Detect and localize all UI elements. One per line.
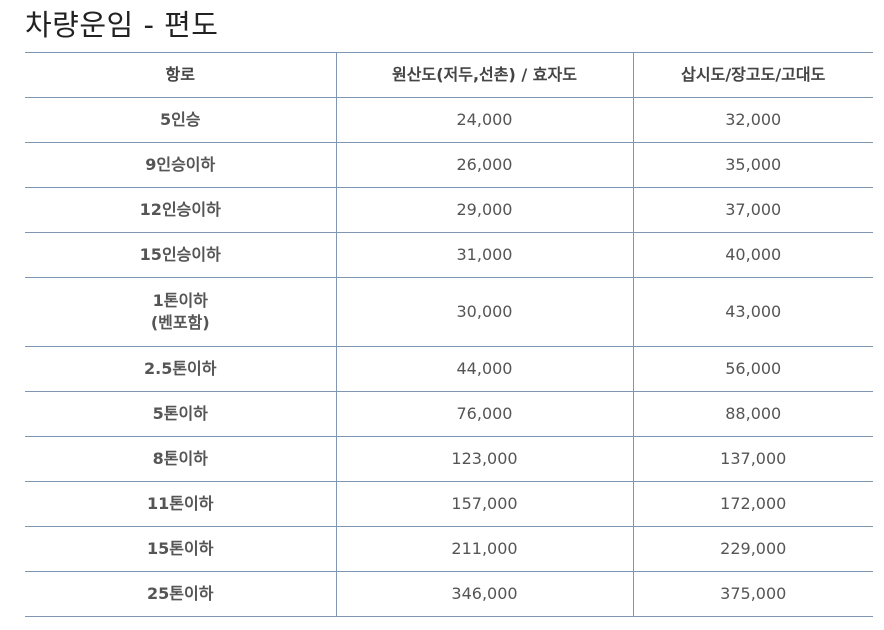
route-label: 1톤이하	[152, 291, 208, 310]
table-row: 25톤이하 346,000 375,000	[25, 571, 873, 617]
route-cell: 25톤이하	[25, 571, 336, 617]
route-label: 15인승이하	[139, 245, 221, 264]
table-row: 1톤이하 (벤포함) 30,000 43,000	[25, 277, 873, 347]
route-label: 5톤이하	[152, 404, 208, 423]
fare-sapsido-janggodo-godaedo: 37,000	[632, 187, 873, 233]
fare-sapsido-janggodo-godaedo: 137,000	[632, 436, 873, 482]
fare-wonsando-hyojado: 31,000	[335, 232, 633, 278]
page-title: 차량운임 - 편도	[25, 8, 219, 42]
route-cell: 5톤이하	[25, 391, 336, 437]
fare-sapsido-janggodo-godaedo: 40,000	[632, 232, 873, 278]
fare-wonsando-hyojado: 24,000	[335, 97, 633, 143]
route-label: 12인승이하	[139, 200, 221, 219]
route-label: 5인승	[159, 110, 201, 129]
header-sapsido-janggodo-godaedo: 삽시도/장고도/고대도	[632, 52, 873, 98]
fare-sapsido-janggodo-godaedo: 375,000	[632, 571, 873, 617]
fare-wonsando-hyojado: 346,000	[335, 571, 633, 617]
fare-sapsido-janggodo-godaedo: 172,000	[632, 481, 873, 527]
table-row: 8톤이하 123,000 137,000	[25, 436, 873, 482]
route-cell: 1톤이하 (벤포함)	[25, 277, 336, 347]
route-cell: 2.5톤이하	[25, 346, 336, 392]
table-row: 2.5톤이하 44,000 56,000	[25, 346, 873, 392]
fare-wonsando-hyojado: 157,000	[335, 481, 633, 527]
fare-sapsido-janggodo-godaedo: 43,000	[632, 277, 873, 347]
route-label: 11톤이하	[147, 494, 214, 513]
table-row: 5인승 24,000 32,000	[25, 97, 873, 143]
route-cell: 9인승이하	[25, 142, 336, 188]
fare-wonsando-hyojado: 26,000	[335, 142, 633, 188]
route-cell: 11톤이하	[25, 481, 336, 527]
header-route: 항로	[25, 52, 336, 98]
route-label: (벤포함)	[150, 313, 210, 332]
header-wonsando-hyojado: 원산도(저두,선촌) / 효자도	[335, 52, 633, 98]
vehicle-fare-table: 항로 원산도(저두,선촌) / 효자도 삽시도/장고도/고대도 5인승 24,00…	[25, 52, 873, 617]
table-row: 15톤이하 211,000 229,000	[25, 526, 873, 572]
route-cell: 12인승이하	[25, 187, 336, 233]
table-row: 9인승이하 26,000 35,000	[25, 142, 873, 188]
table-row: 15인승이하 31,000 40,000	[25, 232, 873, 278]
fare-wonsando-hyojado: 123,000	[335, 436, 633, 482]
table-body: 5인승 24,000 32,000 9인승이하 26,000 35,000 12인승이하 29…	[25, 97, 873, 617]
fare-sapsido-janggodo-godaedo: 32,000	[632, 97, 873, 143]
table-header-row: 항로 원산도(저두,선촌) / 효자도 삽시도/장고도/고대도	[25, 52, 873, 98]
table-row: 5톤이하 76,000 88,000	[25, 391, 873, 437]
fare-sapsido-janggodo-godaedo: 35,000	[632, 142, 873, 188]
fare-wonsando-hyojado: 30,000	[335, 277, 633, 347]
table-row: 11톤이하 157,000 172,000	[25, 481, 873, 527]
route-label: 25톤이하	[147, 584, 214, 603]
route-cell: 8톤이하	[25, 436, 336, 482]
fare-wonsando-hyojado: 211,000	[335, 526, 633, 572]
route-label: 8톤이하	[152, 449, 208, 468]
route-cell: 5인승	[25, 97, 336, 143]
fare-sapsido-janggodo-godaedo: 88,000	[632, 391, 873, 437]
route-label: 2.5톤이하	[143, 359, 217, 378]
fare-wonsando-hyojado: 44,000	[335, 346, 633, 392]
fare-sapsido-janggodo-godaedo: 56,000	[632, 346, 873, 392]
route-label: 9인승이하	[145, 155, 216, 174]
fare-wonsando-hyojado: 76,000	[335, 391, 633, 437]
fare-wonsando-hyojado: 29,000	[335, 187, 633, 233]
route-cell: 15인승이하	[25, 232, 336, 278]
fare-sapsido-janggodo-godaedo: 229,000	[632, 526, 873, 572]
route-cell: 15톤이하	[25, 526, 336, 572]
route-label: 15톤이하	[147, 539, 214, 558]
table-row: 12인승이하 29,000 37,000	[25, 187, 873, 233]
